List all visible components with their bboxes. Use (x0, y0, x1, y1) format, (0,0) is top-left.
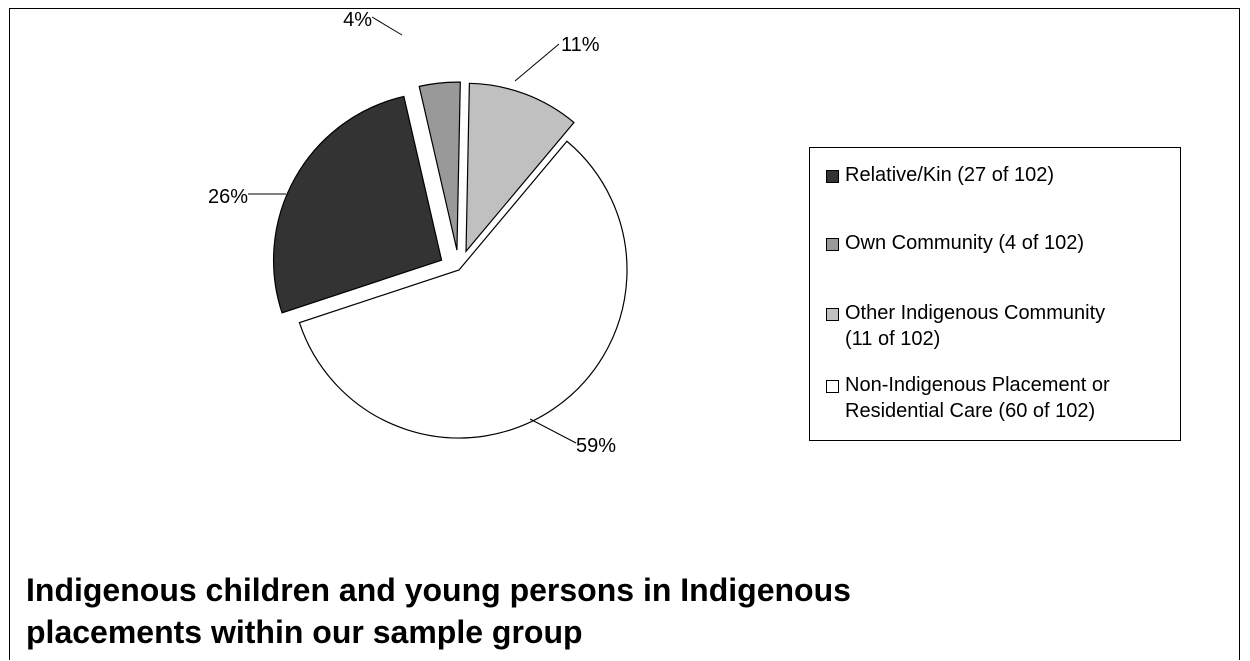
legend-label-0: Relative/Kin (27 of 102) (845, 164, 1055, 186)
data-label-0: 26% (208, 186, 248, 208)
legend-swatch-3 (826, 380, 839, 393)
data-label-2: 11% (561, 34, 600, 56)
pie-slice-3 (298, 140, 628, 439)
chart-title-line-2: placements within our sample group (26, 614, 583, 650)
leader-line-3 (529, 418, 577, 444)
data-label-1: 4% (343, 9, 372, 31)
legend-label-1: Own Community (4 of 102) (845, 232, 1084, 254)
legend-swatch-0 (826, 170, 839, 183)
pie-slice-1 (418, 81, 461, 251)
legend-swatch-2 (826, 308, 839, 321)
legend: Relative/Kin (27 of 102) Own Community (4… (809, 147, 1181, 441)
legend-item-1: Own Community (4 of 102) (826, 230, 1175, 256)
pie-slice-0 (272, 95, 443, 314)
legend-item-3: Non-Indigenous Placement or Residential … (826, 372, 1175, 424)
legend-swatch-1 (826, 238, 839, 251)
legend-label-3: Non-Indigenous Placement or Residential … (845, 374, 1110, 422)
legend-item-2: Other Indigenous Community (11 of 102) (826, 300, 1175, 352)
pie-slice-2 (465, 82, 575, 253)
chart-title-line-1: Indigenous children and young persons in… (26, 572, 851, 608)
chart-title: Indigenous children and young persons in… (26, 569, 1126, 653)
leader-line-1 (371, 16, 403, 36)
pie-chart: 26% 4% 11% 59% (208, 9, 628, 457)
legend-label-2: Other Indigenous Community (11 of 102) (845, 302, 1106, 350)
legend-item-0: Relative/Kin (27 of 102) (826, 162, 1175, 188)
leader-line-2 (514, 43, 560, 82)
chart-frame: 26% 4% 11% 59% Relative/Kin (27 of 102) Own … (9, 8, 1240, 660)
data-label-3: 59% (576, 435, 616, 457)
